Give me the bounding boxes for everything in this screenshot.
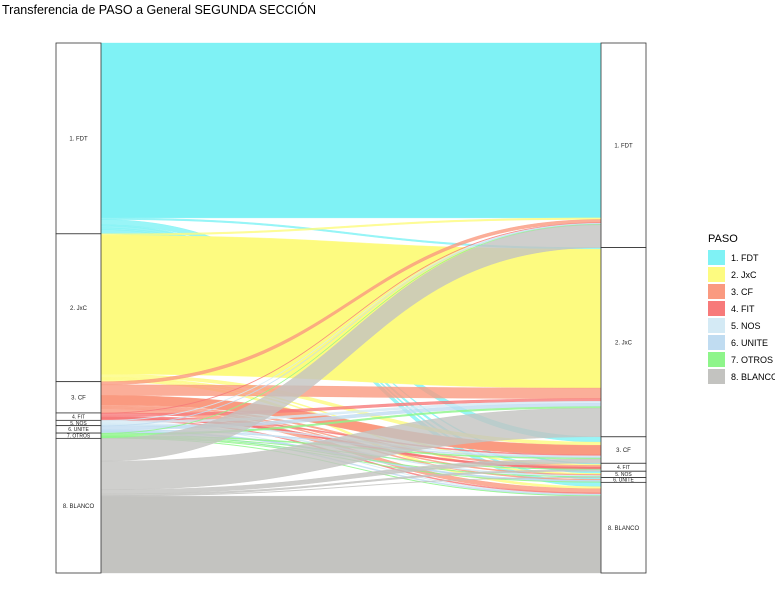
left-stratum-3-cf: [55, 381, 102, 414]
legend: PASO 1. FDT 2. JxC 3. CF 4. FIT 5. NOS 6. UNI…: [708, 233, 775, 384]
chart-title: Transferencia de PASO a General SEGUNDA …: [2, 2, 316, 17]
flow-2-jxc-to-2-jxc: [100, 235, 602, 389]
left-stratum-label: 1. FDT: [69, 137, 88, 143]
left-stratum-2-jxc: [55, 233, 102, 383]
legend-swatch-7-otros: [708, 352, 725, 367]
right-stratum-8-blanco: [600, 481, 647, 574]
flow-1-fdt-to-1-fdt: [100, 42, 602, 219]
left-stratum-label: 5. NOS: [70, 421, 87, 427]
legend-label-5-nos: 5. NOS: [731, 321, 761, 331]
left-stratum-1-fdt: [55, 42, 102, 235]
right-stratum-label: 5. NOS: [615, 472, 632, 478]
legend-label-4-fit: 4. FIT: [731, 304, 755, 314]
right-stratum-label: 4. FIT: [617, 465, 630, 471]
left-stratum-label: 4. FIT: [72, 414, 85, 420]
left-stratum-8-blanco: [55, 437, 102, 574]
legend-label-2-jxc: 2. JxC: [731, 270, 757, 280]
right-stratum-label: 6. UNITE: [613, 478, 634, 484]
legend-swatch-2-jxc: [708, 267, 725, 282]
legend-label-8-blanco: 8. BLANCO: [731, 372, 775, 382]
left-stratum-label: 8. BLANCO: [63, 504, 95, 510]
right-stratum-label: 8. BLANCO: [608, 526, 640, 532]
legend-label-6-unite: 6. UNITE: [731, 338, 768, 348]
legend-swatch-4-fit: [708, 301, 725, 316]
right-stratum-label: 1. FDT: [614, 143, 633, 149]
flow-8-blanco-to-8-blanco: [100, 495, 602, 574]
left-stratum-label: 7. OTROS: [67, 433, 91, 439]
left-stratum-label: 2. JxC: [70, 306, 88, 312]
left-stratum-label: 3. CF: [71, 395, 86, 401]
right-stratum-label: 3. CF: [616, 448, 631, 454]
legend-swatch-8-blanco: [708, 369, 725, 384]
legend-swatch-5-nos: [708, 318, 725, 333]
left-stratum-label: 6. UNITE: [68, 427, 89, 433]
right-stratum-label: 2. JxC: [615, 340, 633, 346]
legend-label-3-cf: 3. CF: [731, 287, 754, 297]
legend-swatch-3-cf: [708, 284, 725, 299]
legend-swatch-6-unite: [708, 335, 725, 350]
legend-label-1-fdt: 1. FDT: [731, 253, 759, 263]
legend-label-7-otros: 7. OTROS: [731, 355, 773, 365]
right-stratum-2-jxc: [600, 247, 647, 438]
legend-title: PASO: [708, 233, 738, 245]
flows-layer: [100, 42, 602, 574]
legend-swatch-1-fdt: [708, 250, 725, 265]
right-stratum-1-fdt: [600, 42, 647, 248]
